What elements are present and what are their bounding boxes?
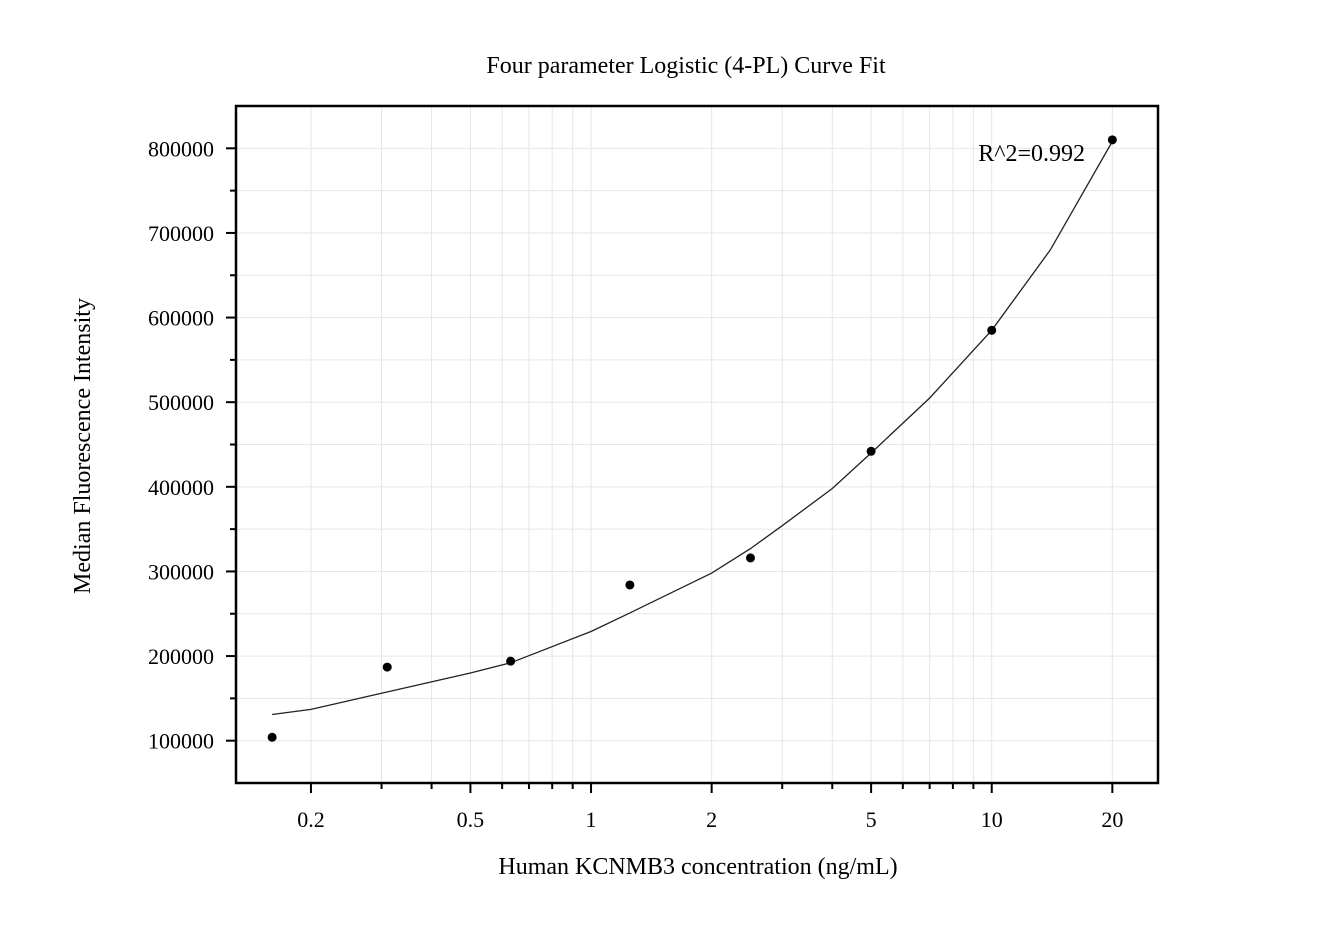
x-tick-label: 1 [586,807,597,832]
data-point [987,325,997,335]
y-tick-label: 300000 [148,559,214,584]
x-axis-ticks: 0.2 0.5 1 2 5 10 20 [297,783,1123,832]
y-tick-label: 200000 [148,644,214,669]
y-axis-label: Median Fluorescence Intensity [70,298,96,594]
y-tick-label: 700000 [148,221,214,246]
data-point [506,656,516,666]
x-tick-label: 20 [1101,807,1123,832]
y-tick-label: 800000 [148,136,214,161]
y-tick-label: 500000 [148,390,214,415]
chart-title: Four parameter Logistic (4-PL) Curve Fit [486,53,886,79]
x-tick-label: 0.5 [457,807,485,832]
y-tick-label: 400000 [148,475,214,500]
data-point [1107,135,1117,145]
x-axis-label: Human KCNMB3 concentration (ng/mL) [498,854,897,880]
fit-curve [272,141,1113,716]
x-tick-label: 2 [706,807,717,832]
grid-lines [236,106,1158,783]
y-axis-ticks: 100000 200000 300000 400000 500000 600000 7000… [148,136,236,754]
x-tick-label: 10 [981,807,1003,832]
data-point [745,553,755,563]
x-tick-label: 5 [866,807,877,832]
r-squared-annotation: R^2=0.992 [978,141,1085,167]
y-tick-label: 100000 [148,729,214,754]
data-point [382,662,392,672]
data-point [267,732,277,742]
data-points [267,135,1117,742]
data-point [866,446,876,456]
fit-curve-layer [272,141,1113,716]
x-tick-label: 0.2 [297,807,325,832]
data-point [625,580,635,590]
y-tick-label: 600000 [148,306,214,331]
